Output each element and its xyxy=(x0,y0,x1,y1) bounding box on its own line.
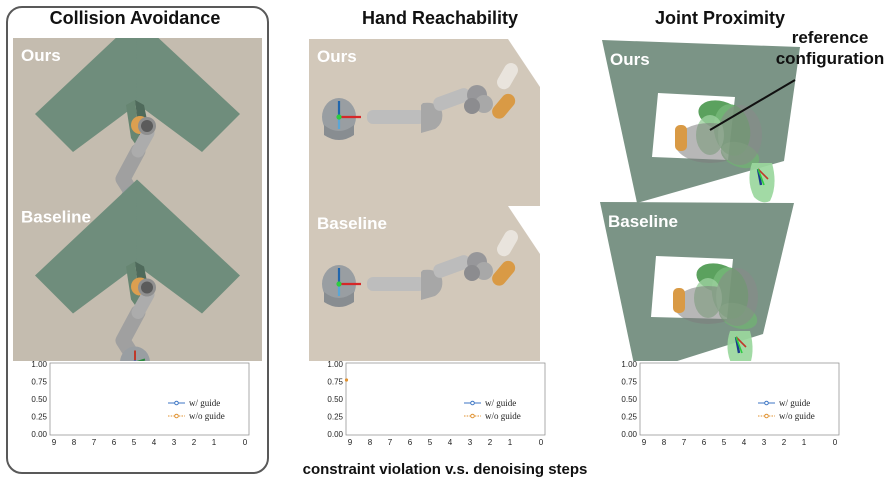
svg-text:6: 6 xyxy=(112,438,117,447)
svg-text:9: 9 xyxy=(642,438,647,447)
svg-text:2: 2 xyxy=(782,438,787,447)
svg-text:0.25: 0.25 xyxy=(31,413,47,422)
svg-text:9: 9 xyxy=(348,438,353,447)
svg-text:8: 8 xyxy=(72,438,77,447)
svg-text:Baseline: Baseline xyxy=(21,208,91,227)
svg-text:0: 0 xyxy=(833,438,838,447)
svg-text:9: 9 xyxy=(52,438,57,447)
svg-text:w/ guide: w/ guide xyxy=(189,398,220,408)
svg-text:0.75: 0.75 xyxy=(31,378,47,387)
svg-text:0: 0 xyxy=(539,438,544,447)
svg-text:4: 4 xyxy=(448,438,453,447)
svg-text:6: 6 xyxy=(702,438,707,447)
svg-text:0.00: 0.00 xyxy=(621,430,637,439)
svg-text:0: 0 xyxy=(243,438,248,447)
svg-text:0.25: 0.25 xyxy=(621,413,637,422)
svg-text:8: 8 xyxy=(368,438,373,447)
svg-text:2: 2 xyxy=(488,438,493,447)
svg-text:1: 1 xyxy=(212,438,217,447)
svg-text:5: 5 xyxy=(722,438,727,447)
svg-text:4: 4 xyxy=(152,438,157,447)
svg-text:1.00: 1.00 xyxy=(31,361,47,369)
svg-text:1.00: 1.00 xyxy=(621,361,637,369)
svg-text:0.50: 0.50 xyxy=(31,395,47,404)
svg-text:w/ guide: w/ guide xyxy=(485,398,516,408)
svg-text:3: 3 xyxy=(762,438,767,447)
svg-text:0.50: 0.50 xyxy=(327,395,343,404)
svg-text:8: 8 xyxy=(662,438,667,447)
svg-text:w/o guide: w/o guide xyxy=(189,411,225,421)
svg-text:Ours: Ours xyxy=(21,46,61,65)
svg-text:0.50: 0.50 xyxy=(621,395,637,404)
svg-text:7: 7 xyxy=(388,438,393,447)
svg-text:Baseline: Baseline xyxy=(608,212,678,231)
svg-text:Ours: Ours xyxy=(610,50,650,69)
svg-text:7: 7 xyxy=(92,438,97,447)
svg-text:6: 6 xyxy=(408,438,413,447)
svg-text:3: 3 xyxy=(468,438,473,447)
svg-text:Ours: Ours xyxy=(317,47,357,66)
svg-text:0.00: 0.00 xyxy=(327,430,343,439)
svg-text:7: 7 xyxy=(682,438,687,447)
svg-text:w/o guide: w/o guide xyxy=(779,411,815,421)
svg-text:1: 1 xyxy=(802,438,807,447)
svg-text:2: 2 xyxy=(192,438,197,447)
svg-text:5: 5 xyxy=(428,438,433,447)
svg-text:w/o guide: w/o guide xyxy=(485,411,521,421)
svg-text:5: 5 xyxy=(132,438,137,447)
svg-text:0.75: 0.75 xyxy=(621,378,637,387)
svg-text:3: 3 xyxy=(172,438,177,447)
svg-text:1: 1 xyxy=(508,438,513,447)
svg-text:0.75: 0.75 xyxy=(327,378,343,387)
svg-text:w/ guide: w/ guide xyxy=(779,398,810,408)
svg-text:4: 4 xyxy=(742,438,747,447)
svg-text:Baseline: Baseline xyxy=(317,214,387,233)
svg-text:0.00: 0.00 xyxy=(31,430,47,439)
svg-text:1.00: 1.00 xyxy=(327,361,343,369)
svg-text:0.25: 0.25 xyxy=(327,413,343,422)
